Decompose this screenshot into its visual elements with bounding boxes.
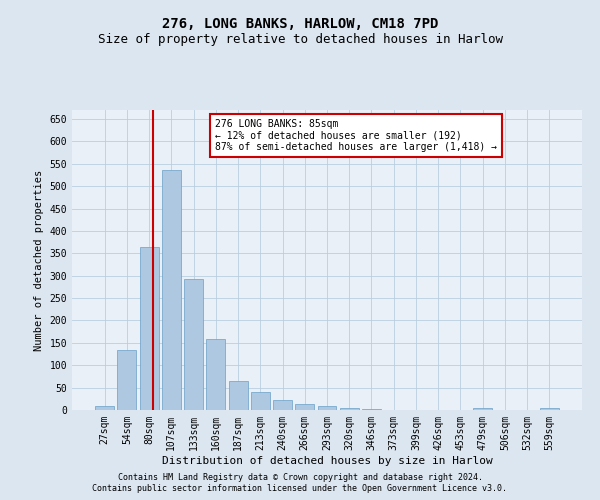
- Bar: [540, 408, 559, 410]
- Bar: [340, 408, 359, 410]
- Text: Size of property relative to detached houses in Harlow: Size of property relative to detached ho…: [97, 32, 503, 46]
- Text: 276, LONG BANKS, HARLOW, CM18 7PD: 276, LONG BANKS, HARLOW, CM18 7PD: [162, 18, 438, 32]
- Text: 276 LONG BANKS: 85sqm
← 12% of detached houses are smaller (192)
87% of semi-det: 276 LONG BANKS: 85sqm ← 12% of detached …: [215, 119, 497, 152]
- Bar: [317, 406, 337, 410]
- Text: Contains HM Land Registry data © Crown copyright and database right 2024.: Contains HM Land Registry data © Crown c…: [118, 472, 482, 482]
- Bar: [206, 340, 225, 410]
- Bar: [184, 280, 203, 410]
- Bar: [362, 409, 381, 410]
- X-axis label: Distribution of detached houses by size in Harlow: Distribution of detached houses by size …: [161, 456, 493, 466]
- Bar: [162, 170, 181, 410]
- Y-axis label: Number of detached properties: Number of detached properties: [34, 170, 44, 350]
- Text: Contains public sector information licensed under the Open Government Licence v3: Contains public sector information licen…: [92, 484, 508, 493]
- Bar: [95, 406, 114, 410]
- Bar: [251, 392, 270, 410]
- Bar: [473, 408, 492, 410]
- Bar: [273, 400, 292, 410]
- Bar: [140, 248, 158, 410]
- Bar: [118, 350, 136, 410]
- Bar: [229, 381, 248, 410]
- Bar: [295, 404, 314, 410]
